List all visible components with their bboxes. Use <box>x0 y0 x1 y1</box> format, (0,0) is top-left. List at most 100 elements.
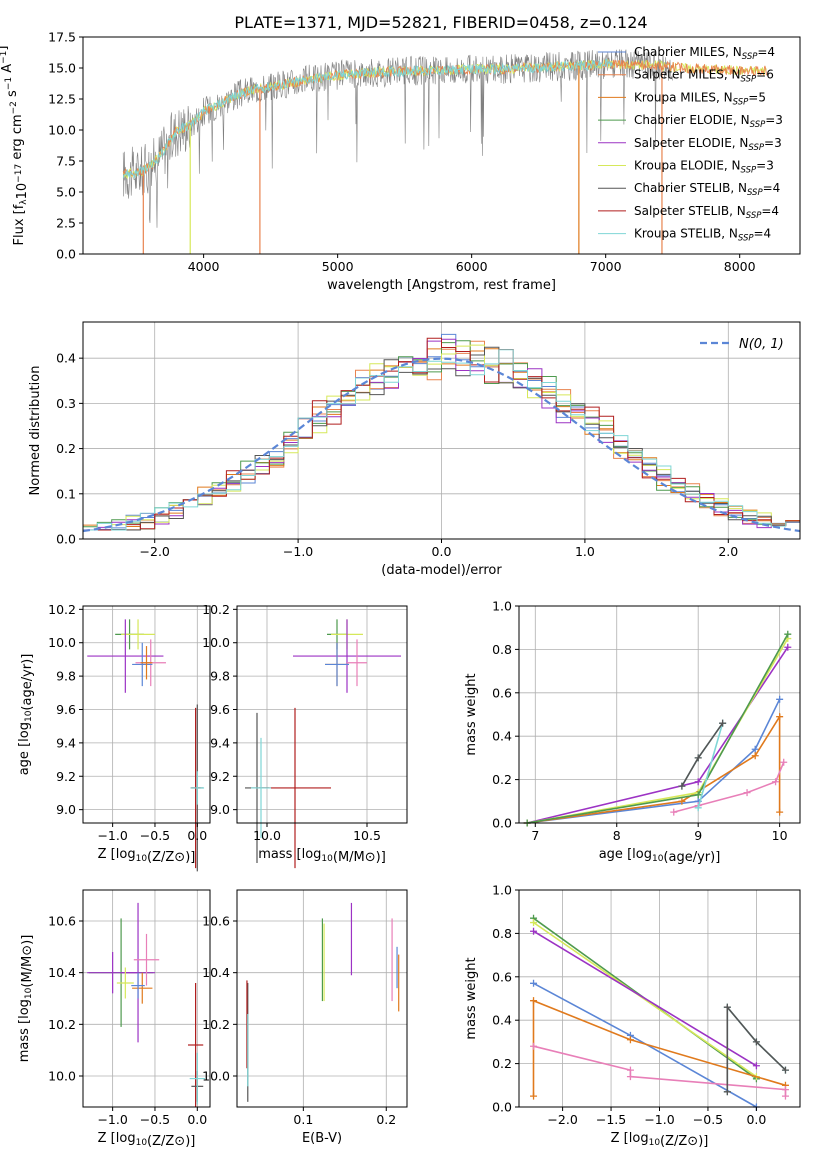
y-axis-label: mass [log10(M/M⊙)] <box>17 935 35 1063</box>
x-tick-label: 1.0 <box>575 544 595 559</box>
x-tick-label: 4000 <box>188 259 220 274</box>
y-tick-label: 0.0 <box>56 247 76 262</box>
x-tick-label: 10.5 <box>353 828 381 843</box>
legend: Chabrier MILES, NSSP=4 Salpeter MILES, NS… <box>598 45 783 244</box>
series-marker <box>752 1062 760 1070</box>
y-tick-label: 0.2 <box>56 441 76 456</box>
axes-frame <box>236 889 408 1108</box>
series-line <box>533 930 757 1067</box>
series-marker <box>694 791 702 799</box>
y-tick-label: 0.6 <box>492 685 512 700</box>
y-tick-label: 0.2 <box>492 1056 512 1071</box>
y-tick-label: 0.4 <box>492 729 512 744</box>
x-tick-label: −2.0 <box>547 1112 577 1127</box>
x-tick-label: 7000 <box>590 259 622 274</box>
series-marker <box>780 758 788 766</box>
legend-label: Salpeter STELIB, NSSP=4 <box>634 204 779 221</box>
y-tick-label: 10.4 <box>202 965 230 980</box>
x-tick-label: −1.0 <box>97 1112 127 1127</box>
y-tick-label: 10.2 <box>202 1017 230 1032</box>
x-tick-label: −2.0 <box>140 544 170 559</box>
axes-frame <box>82 36 801 255</box>
y-tick-label: 1.0 <box>492 599 512 614</box>
y-tick-label: 0.8 <box>492 926 512 941</box>
y-tick-label: 12.5 <box>48 92 76 107</box>
panel-spectrum: 4000 5000 6000 7000 8000 0.0 2.5 5.0 7.5 10.0 12.5… <box>0 30 801 293</box>
series-marker <box>626 1073 634 1081</box>
series-marker <box>530 927 538 935</box>
x-tick-label: 0.2 <box>376 1112 396 1127</box>
y-tick-label: 0.3 <box>56 396 76 411</box>
legend-label: Salpeter ELODIE, NSSP=3 <box>634 136 782 153</box>
legend-label: Salpeter MILES, NSSP=6 <box>634 68 774 85</box>
y-tick-label: 9.8 <box>56 669 76 684</box>
series-marker <box>752 1038 760 1046</box>
x-tick-label: −1.5 <box>596 1112 626 1127</box>
series-marker <box>781 1086 789 1094</box>
series-marker <box>723 1003 731 1011</box>
y-tick-label: 0.2 <box>492 772 512 787</box>
figure-title: PLATE=1371, MJD=52821, FIBERID=0458, z=0… <box>234 13 647 32</box>
y-tick-label: 10.0 <box>48 635 76 650</box>
y-tick-label: 9.8 <box>210 669 230 684</box>
x-tick-label: 0.0 <box>432 544 452 559</box>
x-axis-label: Z [log10(Z/Z⊙)] <box>611 1131 709 1149</box>
x-tick-label: −0.5 <box>140 1112 170 1127</box>
panel-weight-vs-age: 7 8 9 10 0.0 0.2 0.4 0.6 0.8 1.0 age [log10(age/yr… <box>464 599 801 865</box>
x-axis-label: Z [log10(Z/Z⊙)] <box>98 847 196 865</box>
y-tick-label: 10.0 <box>202 635 230 650</box>
plot-area <box>523 630 792 827</box>
y-tick-label: 0.8 <box>492 642 512 657</box>
y-tick-label: 0.1 <box>56 486 76 501</box>
plot-area <box>530 914 789 1111</box>
series-marker <box>678 782 686 790</box>
plot-area <box>122 49 767 254</box>
legend-label: Chabrier STELIB, NSSP=4 <box>634 181 780 198</box>
panel-mass-vs-ebv: 0.1 0.2 10.0 10.2 10.4 10.6 E(B-V) <box>202 889 408 1146</box>
plot-area <box>245 619 401 869</box>
y-tick-label: 10.4 <box>48 965 76 980</box>
y-tick-label: 7.5 <box>56 154 76 169</box>
x-tick-label: −1.0 <box>283 544 313 559</box>
legend-label: Kroupa ELODIE, NSSP=3 <box>634 159 774 176</box>
series-line <box>533 921 757 1078</box>
y-tick-label: 9.4 <box>56 735 76 750</box>
x-tick-label: −1.0 <box>97 828 127 843</box>
legend: N(0, 1) <box>700 337 784 352</box>
y-axis-label: mass weight <box>464 673 479 755</box>
histogram-salpeter-stelib <box>83 337 800 531</box>
y-axis-label: mass weight <box>464 957 479 1039</box>
x-axis-label: (data-model)/error <box>381 563 502 578</box>
legend-label: Kroupa STELIB, NSSP=4 <box>634 227 771 244</box>
series-marker <box>751 752 759 760</box>
x-tick-label: 8000 <box>724 259 756 274</box>
series-marker <box>670 808 678 816</box>
y-tick-label: 10.6 <box>202 914 230 929</box>
series-marker <box>781 1092 789 1100</box>
series-marker <box>530 979 538 987</box>
y-tick-label: 9.4 <box>210 735 230 750</box>
x-tick-label: 6000 <box>456 259 488 274</box>
model-spectrum <box>122 58 613 180</box>
series-marker <box>694 804 702 812</box>
x-tick-label: 0.0 <box>187 1112 207 1127</box>
y-tick-label: 9.0 <box>210 802 230 817</box>
series-line <box>673 761 785 813</box>
x-axis-label: age [log10(age/yr)] <box>599 847 721 865</box>
y-tick-label: 0.0 <box>492 1100 512 1115</box>
x-tick-label: −0.5 <box>693 1112 723 1127</box>
x-axis-label: mass [log10(M/M⊙)] <box>258 847 386 865</box>
x-tick-label: −0.5 <box>140 828 170 843</box>
panel-mass-vs-Z: −1.0 −0.5 0.0 10.0 10.2 10.4 10.6 Z [log10(Z/Z⊙… <box>17 889 211 1149</box>
series-marker <box>723 1088 731 1096</box>
x-tick-label: 0.0 <box>187 828 207 843</box>
y-tick-label: 2.5 <box>56 216 76 231</box>
y-tick-label: 10.2 <box>48 602 76 617</box>
axes-frame <box>518 605 801 824</box>
x-axis-label: wavelength [Angstrom, rest frame] <box>327 278 556 293</box>
x-tick-label: 2.0 <box>718 544 738 559</box>
plot-area <box>82 333 801 533</box>
legend-label: Kroupa MILES, NSSP=5 <box>634 90 766 107</box>
y-tick-label: 10.0 <box>48 1069 76 1084</box>
